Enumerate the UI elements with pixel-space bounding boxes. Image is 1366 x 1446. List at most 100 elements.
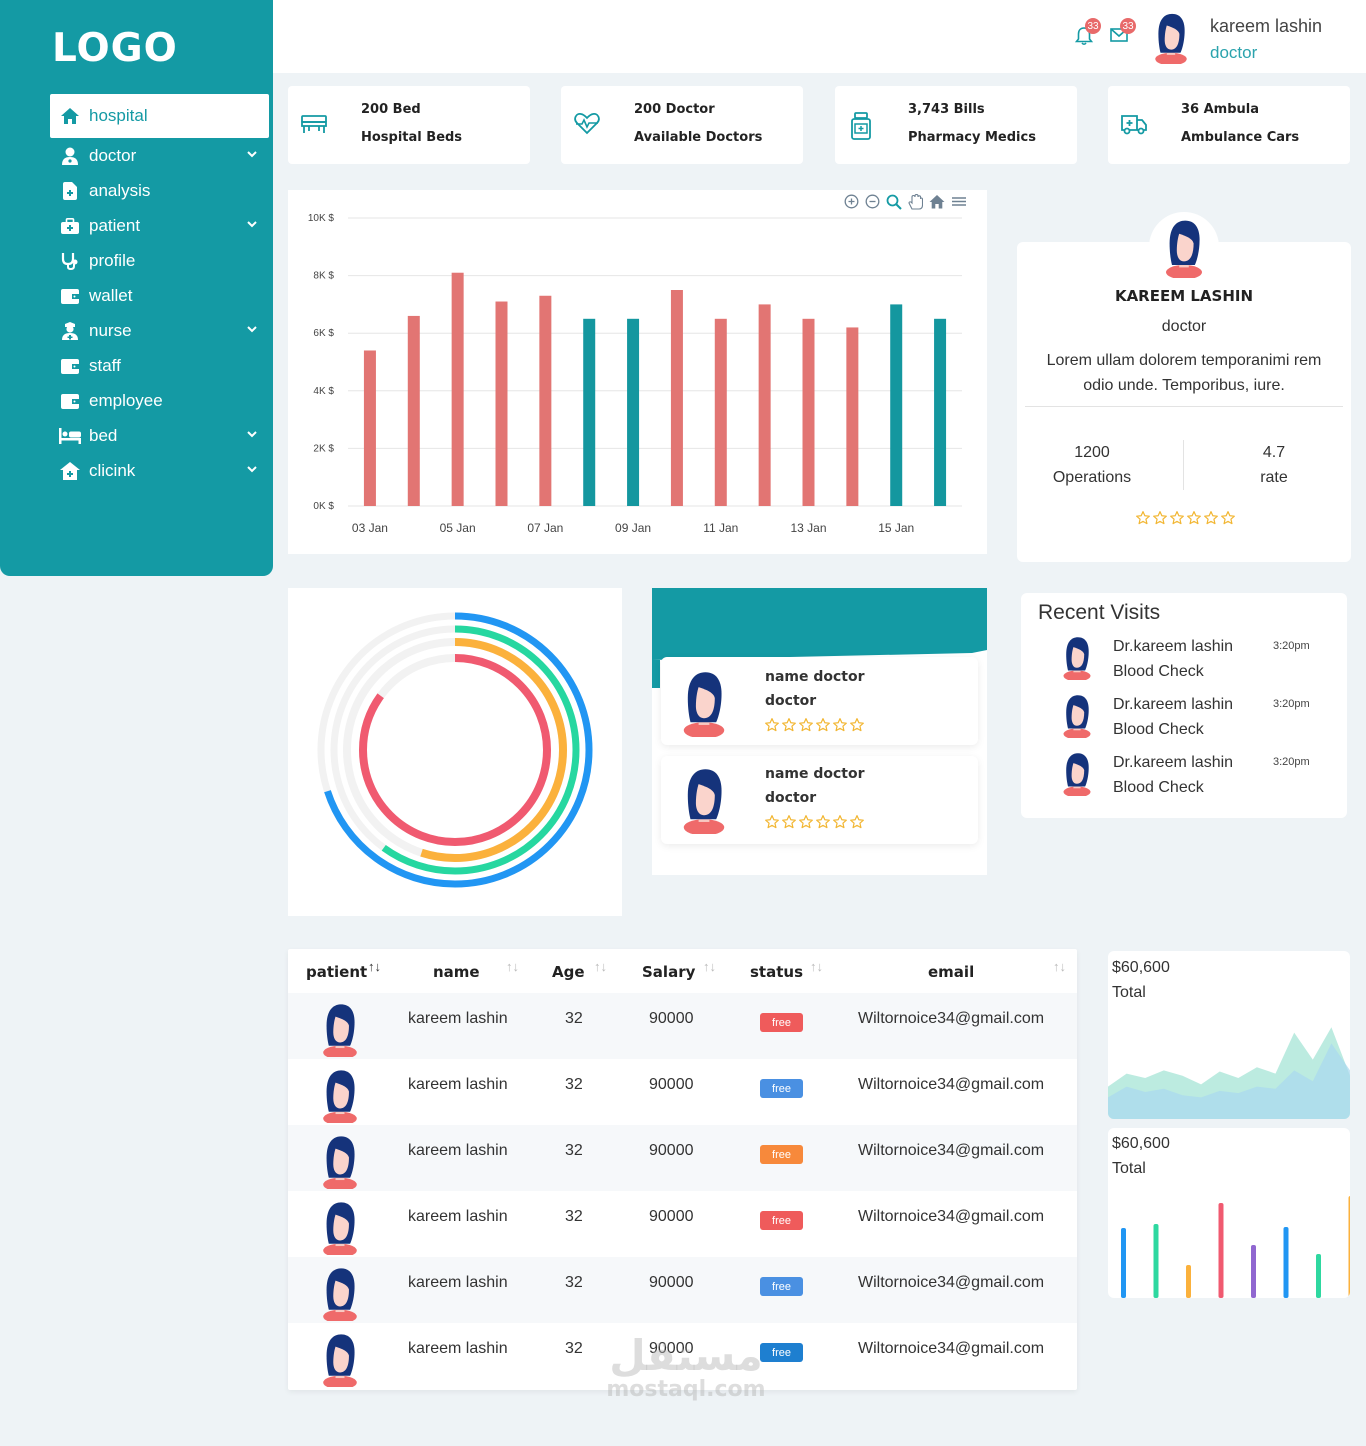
table-row[interactable]: kareem lashin 32 90000 free Wiltornoice3… [288, 1191, 1077, 1257]
sort-icon[interactable]: ↑↓ [506, 959, 519, 974]
patient-email[interactable]: Wiltornoice34@gmail.com [858, 1208, 1045, 1225]
table-row[interactable]: kareem lashin 32 90000 free Wiltornoice3… [288, 993, 1077, 1059]
magnifier-icon[interactable] [886, 194, 902, 210]
bar[interactable] [802, 318, 815, 506]
column-header-email[interactable]: email [928, 963, 975, 981]
bar[interactable] [1251, 1245, 1256, 1298]
radial-bar[interactable] [317, 612, 593, 888]
table-row[interactable]: kareem lashin 32 90000 free Wiltornoice3… [288, 1059, 1077, 1125]
zoom-in-icon[interactable] [844, 194, 859, 210]
sort-icon[interactable]: ↑↓ [1053, 959, 1066, 974]
pan-hand-icon[interactable] [908, 194, 923, 210]
radial-bar[interactable] [343, 638, 567, 862]
messages-button[interactable]: 33 [1110, 18, 1136, 42]
sidebar-item-profile[interactable]: profile [50, 243, 269, 279]
column-header-salary[interactable]: Salary [642, 963, 696, 981]
notification-count-badge: 33 [1085, 18, 1101, 34]
zoom-out-icon[interactable] [865, 194, 880, 210]
bar-chart-card: 0K $ 2K $ 4K $ 6K $ 8K $ 10K $ 03 Jan 05 Jan 07 … [288, 190, 987, 554]
bar[interactable] [1283, 1227, 1289, 1298]
chevron-down-icon [247, 220, 257, 228]
bar[interactable] [714, 318, 727, 506]
table-row[interactable]: kareem lashin 32 90000 free Wiltornoice3… [288, 1257, 1077, 1323]
x-tick-label: 15 Jan [878, 521, 914, 535]
revenue-bar-chart: 0K $ 2K $ 4K $ 6K $ 8K $ 10K $ 03 Jan 05 Jan 07 … [308, 213, 962, 535]
star-icon [1169, 510, 1185, 526]
sidebar-item-patient[interactable]: patient [50, 208, 269, 244]
radial-bar[interactable] [330, 625, 580, 875]
profile-bio: Lorem ullam dolorem temporanimi rem odio… [1046, 352, 1322, 394]
bar[interactable] [1218, 1203, 1224, 1298]
doctor-name: name doctor [765, 669, 865, 685]
bar[interactable] [1316, 1254, 1321, 1298]
patient-email[interactable]: Wiltornoice34@gmail.com [858, 1340, 1045, 1357]
bar[interactable] [1153, 1224, 1159, 1298]
y-tick-label: 0K $ [313, 501, 334, 512]
column-header-patient[interactable]: patient [306, 963, 368, 981]
notifications-button[interactable]: 33 [1075, 18, 1101, 46]
bar[interactable] [539, 295, 552, 506]
column-header-age[interactable]: Age [552, 963, 585, 981]
bar[interactable] [890, 304, 903, 506]
sidebar-item-doctor[interactable]: doctor [50, 138, 269, 174]
sort-icon[interactable]: ↑↓ [810, 959, 823, 974]
sort-icon[interactable]: ↑↓ [594, 959, 607, 974]
visit-item[interactable]: Dr.kareem lashin Blood Check 3:20pm [1021, 636, 1347, 692]
doctor-card[interactable]: name doctor doctor [661, 657, 978, 745]
sidebar-item-bed[interactable]: bed [50, 418, 269, 454]
doctor-card[interactable]: name doctor doctor [661, 756, 978, 844]
sidebar-item-clicink[interactable]: clicink [50, 453, 269, 489]
bar[interactable] [758, 304, 771, 506]
stat-card-beds[interactable]: 200 Bed Hospital Beds [288, 86, 530, 164]
bar[interactable] [1348, 1196, 1351, 1298]
bar[interactable] [1186, 1265, 1191, 1298]
sidebar-item-staff[interactable]: staff [50, 348, 269, 384]
table-row[interactable]: kareem lashin 32 90000 free Wiltornoice3… [288, 1323, 1077, 1389]
star-icon [815, 814, 831, 830]
bar[interactable] [451, 272, 464, 506]
menu-icon[interactable] [951, 194, 967, 210]
visit-item[interactable]: Dr.kareem lashin Blood Check 3:20pm [1021, 694, 1347, 750]
patient-avatar [316, 1067, 364, 1123]
patient-email[interactable]: Wiltornoice34@gmail.com [858, 1010, 1045, 1027]
bar[interactable] [670, 290, 683, 506]
stat-card-bills[interactable]: 3,743 Bills Pharmacy Medics [835, 86, 1077, 164]
bar[interactable] [846, 327, 859, 506]
radial-progress-chart [317, 612, 593, 888]
file-medical-icon [57, 182, 83, 200]
reset-home-icon[interactable] [929, 194, 945, 210]
patient-email[interactable]: Wiltornoice34@gmail.com [858, 1274, 1045, 1291]
sidebar-item-employee[interactable]: employee [50, 383, 269, 419]
patient-email[interactable]: Wiltornoice34@gmail.com [858, 1076, 1045, 1093]
patient-salary: 90000 [649, 1010, 694, 1027]
visit-item[interactable]: Dr.kareem lashin Blood Check 3:20pm [1021, 752, 1347, 808]
status-badge: free [760, 1079, 803, 1098]
sort-icon[interactable]: ↑↓ [703, 959, 716, 974]
visit-doctor: Dr.kareem lashin [1113, 754, 1234, 771]
bar[interactable] [363, 350, 376, 506]
bar[interactable] [627, 318, 640, 506]
bar[interactable] [934, 318, 947, 506]
watermark-latin: mostaql.com [606, 1377, 766, 1402]
bar[interactable] [1121, 1228, 1126, 1298]
stat-card-doctors[interactable]: 200 Doctor Available Doctors [561, 86, 803, 164]
sidebar-item-analysis[interactable]: analysis [50, 173, 269, 209]
sidebar-item-wallet[interactable]: wallet [50, 278, 269, 314]
bar[interactable] [495, 301, 508, 506]
stat-card-ambulance[interactable]: 36 Ambula Ambulance Cars [1108, 86, 1350, 164]
sidebar-item-nurse[interactable]: nurse [50, 313, 269, 349]
sidebar-item-hospital[interactable]: hospital [50, 94, 269, 138]
patient-email[interactable]: Wiltornoice34@gmail.com [858, 1142, 1045, 1159]
radial-bar[interactable] [359, 654, 551, 846]
profile-avatar[interactable] [1149, 212, 1219, 282]
bar[interactable] [583, 318, 596, 506]
column-header-status[interactable]: status [750, 963, 803, 981]
column-header-name[interactable]: name [433, 963, 480, 981]
star-icon [815, 717, 831, 733]
table-row[interactable]: kareem lashin 32 90000 free Wiltornoice3… [288, 1125, 1077, 1191]
sort-icon[interactable]: ↑↓ [368, 959, 381, 974]
header-avatar[interactable] [1150, 10, 1192, 64]
bar[interactable] [407, 315, 420, 506]
recent-visits-card: Recent Visits Dr.kareem lashin Blood Che… [1021, 593, 1347, 818]
visit-avatar [1059, 634, 1095, 680]
